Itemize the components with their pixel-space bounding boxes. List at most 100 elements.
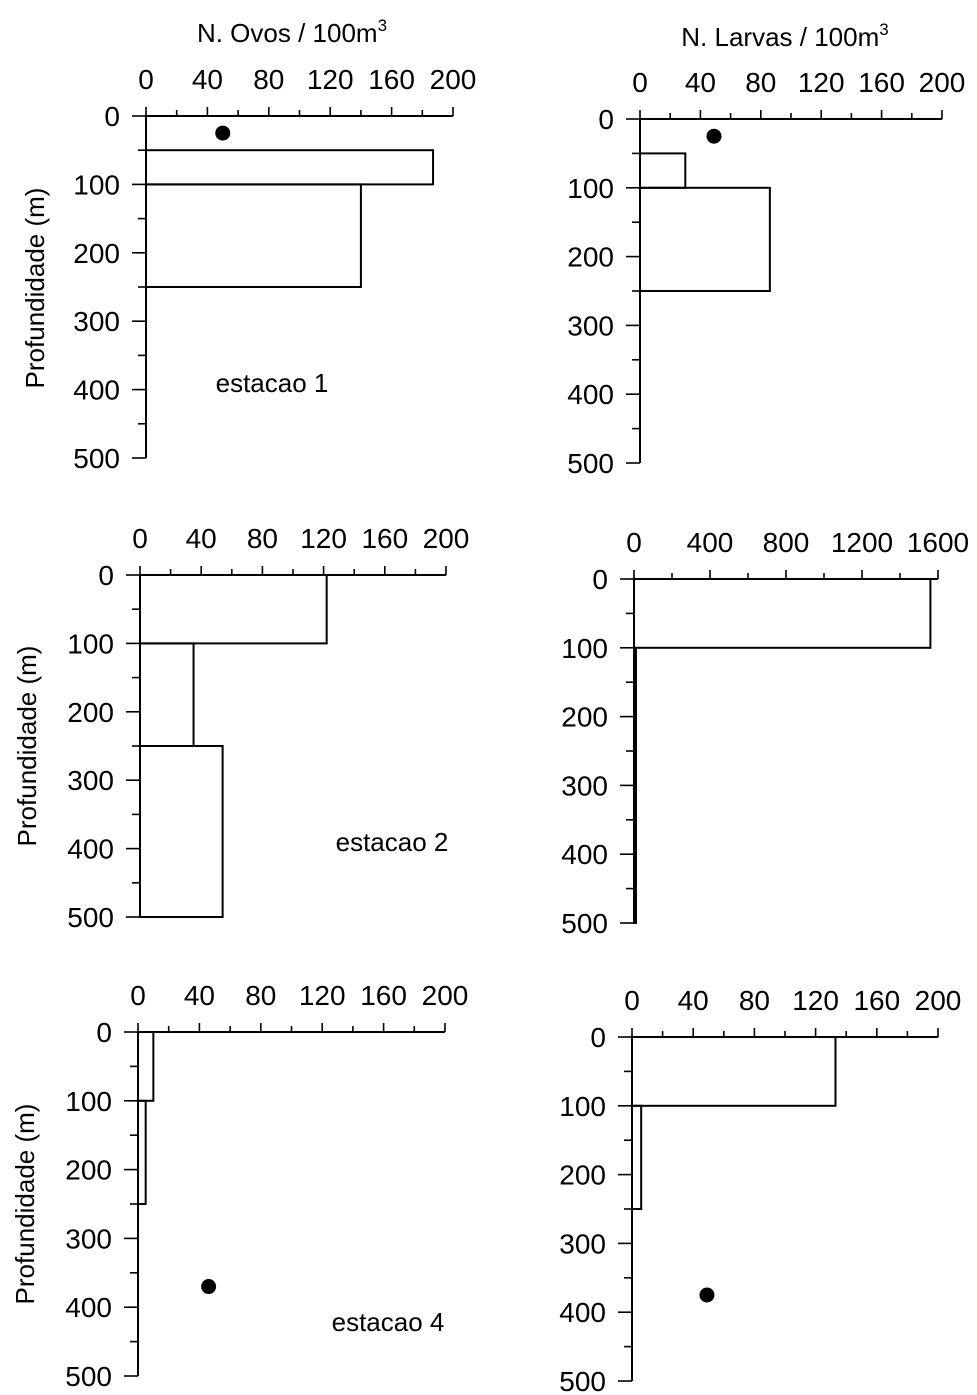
- x-tick-label: 400: [687, 527, 734, 558]
- depth-bar: [633, 646, 637, 924]
- x-tick-label: 80: [745, 67, 776, 98]
- depth-bar: [145, 149, 435, 186]
- x-tick-label: 160: [858, 67, 905, 98]
- y-tick-label: 300: [73, 306, 120, 337]
- y-tick-label: 300: [65, 1223, 112, 1254]
- x-tick-label: 200: [915, 985, 962, 1016]
- ovos-title-superscript: 3: [378, 16, 387, 35]
- x-tick-label: 800: [763, 527, 810, 558]
- y-tick-label: 200: [65, 1155, 112, 1186]
- y-tick-label: 200: [567, 242, 614, 273]
- station-label: estacao 1: [216, 368, 329, 398]
- x-tick-label: 0: [130, 980, 146, 1011]
- y-tick-label: 100: [559, 1091, 606, 1122]
- x-tick-label: 200: [422, 980, 469, 1011]
- y-tick-label: 100: [65, 1086, 112, 1117]
- larvas-title-text: N. Larvas / 100m: [681, 22, 879, 52]
- x-tick-label: 160: [360, 980, 407, 1011]
- y-tick-label: 200: [561, 702, 608, 733]
- y-tick-label: 400: [73, 375, 120, 406]
- x-tick-label: 160: [853, 985, 900, 1016]
- y-tick-label: 0: [592, 564, 608, 595]
- larvas-title-superscript: 3: [879, 20, 888, 39]
- x-tick-label: 80: [253, 64, 284, 95]
- y-tick-label: 500: [65, 1361, 112, 1392]
- x-tick-label: 120: [300, 523, 347, 554]
- panel-larvas-estacao-4: 0 40 80 120 160 200 0 100 200 300 400 500: [559, 985, 961, 1395]
- depth-bar: [139, 745, 224, 918]
- y-tick-label: 100: [73, 169, 120, 200]
- y-tick-label: 0: [96, 1017, 112, 1048]
- y-tick-label: 200: [559, 1160, 606, 1191]
- depth-bar: [639, 186, 771, 292]
- y-tick-label: 100: [67, 628, 114, 659]
- y-tick-label: 300: [567, 310, 614, 341]
- ovos-title-text: N. Ovos / 100m: [197, 18, 378, 48]
- x-tick-label: 160: [361, 523, 408, 554]
- x-tick-label: 40: [685, 67, 716, 98]
- y-tick-label: 500: [561, 908, 608, 939]
- panel-ovos-estacao-4: 0 40 80 120 160 200 0 100 200 300 400 500 estacao 4 P…: [10, 980, 468, 1392]
- y-tick-label: 200: [67, 697, 114, 728]
- x-tick-label: 0: [138, 64, 154, 95]
- x-tick-label: 80: [247, 523, 278, 554]
- x-tick-label: 200: [919, 67, 966, 98]
- panel-ovos-estacao-1: 0 40 80 120 160 200 0 100 200 300 400 500 estacao 1 P…: [20, 64, 476, 474]
- x-tick-label: 1600: [907, 527, 969, 558]
- y-axis-title: Profundidade (m): [12, 646, 42, 847]
- y-axis-title: Profundidade (m): [10, 1104, 40, 1305]
- x-tick-label: 120: [307, 64, 354, 95]
- y-tick-label: 500: [73, 443, 120, 474]
- marker-dot: [201, 1279, 217, 1295]
- x-tick-label: 80: [245, 980, 276, 1011]
- marker-dot: [699, 1287, 715, 1303]
- x-tick-label: 40: [184, 980, 215, 1011]
- y-tick-label: 400: [561, 839, 608, 870]
- x-tick-label: 200: [423, 523, 470, 554]
- depth-bar: [633, 578, 932, 649]
- y-tick-label: 500: [567, 448, 614, 479]
- panel-ovos-estacao-2: 0 40 80 120 160 200 0 100 200 300 400 500 estacao 2 P…: [12, 523, 469, 933]
- y-axis-title: Profundidade (m): [20, 188, 50, 389]
- y-tick-label: 400: [67, 834, 114, 865]
- depth-bar: [139, 642, 195, 748]
- station-label: estacao 4: [332, 1307, 445, 1337]
- x-tick-label: 120: [792, 985, 839, 1016]
- x-tick-label: 40: [186, 523, 217, 554]
- depth-bar: [139, 574, 328, 645]
- y-tick-label: 100: [567, 173, 614, 204]
- y-tick-label: 200: [73, 238, 120, 269]
- ovos-column-title: N. Ovos / 100m3: [197, 16, 387, 48]
- y-tick-label: 300: [559, 1228, 606, 1259]
- depth-bar: [145, 183, 362, 288]
- x-tick-label: 200: [430, 64, 477, 95]
- x-tick-label: 40: [192, 64, 223, 95]
- y-tick-label: 500: [67, 902, 114, 933]
- y-tick-label: 300: [67, 765, 114, 796]
- y-tick-label: 400: [65, 1292, 112, 1323]
- station-label: estacao 2: [336, 827, 449, 857]
- depth-bar: [137, 1031, 155, 1102]
- x-tick-label: 80: [739, 985, 770, 1016]
- marker-dot: [706, 128, 722, 144]
- depth-bar: [631, 1036, 837, 1107]
- panel-larvas-estacao-2: 0 400 800 1200 1600 0 100 200 300 400 500: [561, 527, 969, 939]
- y-tick-label: 300: [561, 770, 608, 801]
- x-tick-label: 0: [626, 527, 642, 558]
- y-tick-label: 0: [104, 101, 120, 132]
- y-tick-label: 100: [561, 633, 608, 664]
- x-tick-label: 120: [798, 67, 845, 98]
- depth-bar: [631, 1104, 643, 1211]
- depth-bar: [137, 1099, 147, 1206]
- y-tick-label: 0: [590, 1022, 606, 1053]
- panel-larvas-estacao-1: 0 40 80 120 160 200 0 100 200 300 400 500: [567, 67, 965, 479]
- x-tick-label: 0: [624, 985, 640, 1016]
- marker-dot: [215, 125, 231, 141]
- y-tick-label: 400: [559, 1297, 606, 1328]
- larvas-column-title: N. Larvas / 100m3: [681, 20, 888, 52]
- x-tick-label: 1200: [831, 527, 893, 558]
- x-tick-label: 0: [132, 523, 148, 554]
- x-tick-label: 160: [368, 64, 415, 95]
